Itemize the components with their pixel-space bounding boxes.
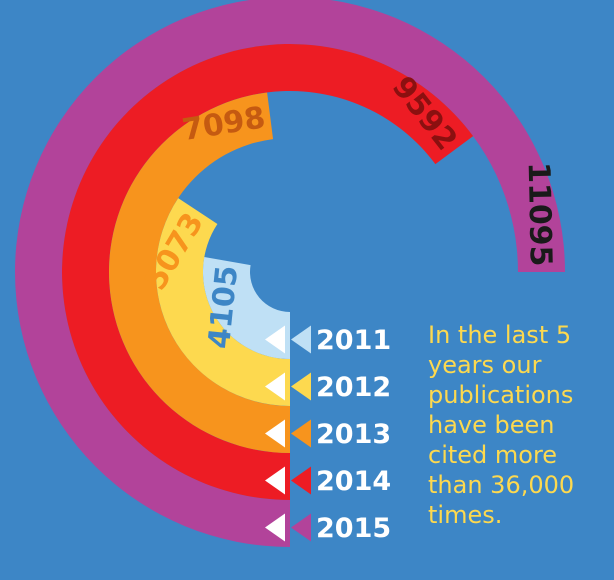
legend-label: 2015 bbox=[316, 513, 391, 544]
legend-arrow bbox=[265, 466, 285, 495]
legend-arrow bbox=[265, 419, 285, 448]
value-label: 4105 bbox=[202, 264, 245, 351]
legend-swatch bbox=[291, 419, 311, 448]
value-label: 11095 bbox=[521, 162, 558, 267]
ring-bar bbox=[108, 92, 290, 454]
legend-arrow bbox=[265, 372, 285, 401]
ring-bar bbox=[156, 198, 290, 406]
legend-label: 2011 bbox=[316, 325, 391, 356]
legend-swatch bbox=[291, 325, 311, 354]
legend-swatch bbox=[291, 466, 311, 495]
legend-arrow bbox=[265, 325, 285, 354]
legend-swatch bbox=[291, 372, 311, 401]
legend-label: 2012 bbox=[316, 372, 391, 403]
legend-arrow bbox=[265, 513, 285, 542]
legend-label: 2014 bbox=[316, 466, 391, 497]
ring-bar bbox=[203, 257, 290, 359]
annotation: In the last 5 years our publications hav… bbox=[428, 321, 575, 529]
legend-label: 2013 bbox=[316, 419, 391, 450]
legend-swatch bbox=[291, 513, 311, 542]
